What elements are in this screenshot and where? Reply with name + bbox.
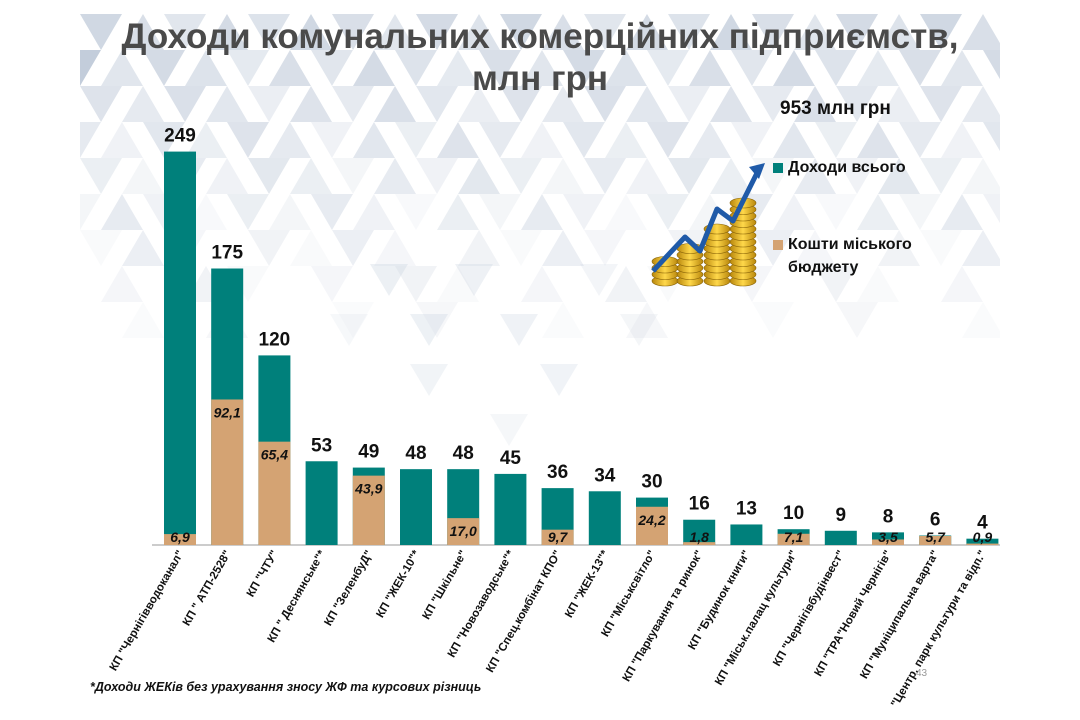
bar-budget-funds — [164, 534, 196, 545]
budget-data-label: 17,0 — [450, 523, 477, 539]
category-label: КП "ЖЕК-10"* — [374, 548, 422, 620]
budget-data-label: 24,2 — [637, 512, 665, 528]
total-data-label: 30 — [641, 472, 662, 493]
bar-budget-funds — [683, 542, 716, 545]
bar-total-income — [730, 524, 763, 545]
bar-total-income — [164, 151, 196, 545]
budget-data-label: 7,1 — [784, 529, 804, 545]
bar-budget-funds — [258, 441, 291, 545]
category-label: КП "ЧТУ" — [245, 549, 281, 600]
total-data-label: 249 — [164, 126, 196, 147]
category-label: КП "Паркування та ринок" — [621, 549, 706, 684]
bar-budget-funds — [352, 475, 385, 545]
budget-data-label: 6,9 — [170, 529, 190, 545]
budget-data-label: 0,9 — [973, 529, 993, 545]
category-label: КП "Міськ.палац культури" — [713, 549, 800, 688]
total-data-label: 36 — [547, 462, 568, 483]
total-data-label: 45 — [500, 448, 522, 469]
total-data-label: 49 — [358, 442, 379, 463]
legend-budget-label-line1: Кошти міського — [788, 236, 912, 253]
total-data-label: 53 — [311, 435, 332, 456]
budget-data-label: 1,8 — [689, 529, 709, 545]
bar-budget-funds — [636, 506, 668, 545]
total-data-label: 48 — [405, 443, 426, 464]
bar-budget-funds — [447, 518, 480, 545]
category-label: КП " АТП-2528" — [181, 549, 234, 629]
bar-budget-funds — [966, 543, 999, 545]
footnote: *Доходи ЖЕКів без урахування зносу ЖФ та… — [90, 680, 482, 694]
legend-budget-label: Кошти міського бюджету — [788, 233, 912, 279]
bar-total-income — [494, 473, 527, 545]
chart-title-line2: млн грн — [471, 59, 609, 98]
legend-budget-label-line2: бюджету — [788, 259, 859, 276]
bar-total-income — [966, 538, 999, 545]
budget-data-label: 65,4 — [261, 447, 288, 463]
bar-total-income — [305, 461, 338, 545]
bar-budget-funds — [541, 529, 574, 545]
legend-budget-swatch — [773, 240, 783, 250]
total-data-label: 6 — [930, 510, 941, 531]
category-label: КП "Чернігівводоканал" — [108, 549, 187, 674]
category-label: КП "Міськсвітло" — [599, 549, 658, 639]
category-label: КП "ЗеленбуД" — [322, 549, 375, 629]
category-label: КП "Муніципальна варта" — [858, 549, 941, 682]
bar-total-income — [588, 491, 621, 545]
bar-total-income — [683, 519, 716, 545]
category-label: КП "Шкільне" — [421, 549, 470, 622]
budget-data-label: 43,9 — [354, 481, 382, 497]
legend-income-swatch — [773, 163, 783, 173]
total-data-label: 120 — [259, 329, 291, 350]
chart-title: Доходи комунальних комерційних підприємс… — [80, 16, 1000, 100]
bar-budget-funds — [872, 539, 904, 545]
total-data-label: 9 — [836, 505, 847, 526]
coins-growth-icon — [651, 163, 765, 287]
bar-total-income — [824, 530, 857, 545]
total-data-label: 8 — [883, 506, 894, 527]
total-data-label: 48 — [453, 443, 474, 464]
total-data-label: 34 — [594, 465, 616, 486]
total-data-label: 175 — [211, 243, 243, 264]
bar-budget-funds — [211, 399, 244, 545]
budget-data-label: 9,7 — [548, 529, 569, 545]
total-data-label: 4 — [977, 513, 988, 534]
total-data-label: 16 — [689, 494, 710, 515]
slide: Доходи комунальних комерційних підприємс… — [80, 14, 1000, 706]
bar-budget-funds — [919, 535, 952, 545]
total-income-label: 953 млн грн — [780, 98, 891, 119]
budget-data-label: 5,7 — [925, 529, 946, 545]
chart-title-line1: Доходи комунальних комерційних підприємс… — [121, 17, 959, 56]
page-number: 43 — [916, 668, 928, 679]
bar-total-income — [400, 469, 432, 545]
total-data-label: 10 — [783, 503, 804, 524]
total-data-label: 13 — [736, 498, 757, 519]
legend-income-label: Доходи всього — [788, 159, 906, 176]
bar-budget-funds — [777, 533, 810, 545]
bar-chart: 6,9 249 КП "Чернігівводоканал" 92,1 175 КП " … — [108, 126, 1000, 706]
category-label: КП "ЖЕК-13"* — [563, 548, 611, 620]
budget-data-label: 92,1 — [214, 404, 241, 420]
budget-data-label: 3,5 — [878, 529, 898, 545]
